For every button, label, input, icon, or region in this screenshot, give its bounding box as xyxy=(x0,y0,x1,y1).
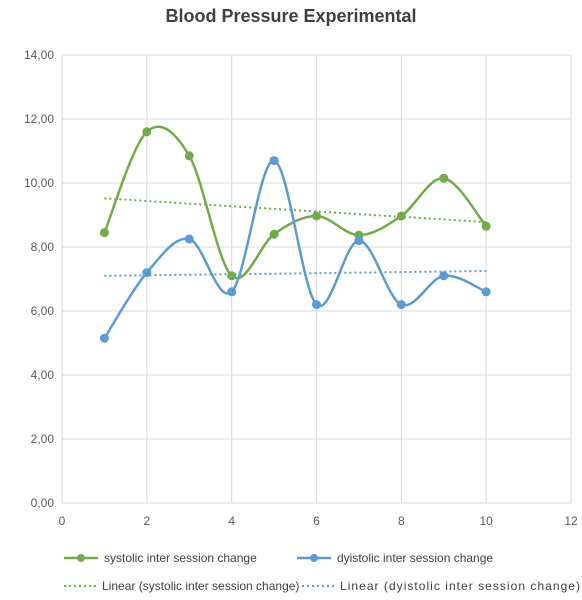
chart-title: Blood Pressure Experimental xyxy=(165,6,417,26)
data-point xyxy=(312,300,321,310)
legend-label: systolic inter session change xyxy=(104,551,257,565)
data-point xyxy=(269,156,279,166)
legend-item[interactable]: dyistolic inter session change xyxy=(297,551,493,565)
y-tick-label: 0,00 xyxy=(31,496,55,510)
y-tick-label: 4,00 xyxy=(31,368,55,382)
legend-label: dyistolic inter session change xyxy=(337,551,493,565)
axes: 0,00 2,00 4,00 6,00 8,00 10,00 12,00 14,00 0 2 4 6 8… xyxy=(24,48,578,528)
series-line xyxy=(103,159,487,339)
data-point xyxy=(184,151,194,161)
legend-item[interactable]: systolic inter session change xyxy=(64,551,257,565)
trendlines xyxy=(104,197,487,277)
data-point xyxy=(99,333,109,343)
y-tick-label: 12,00 xyxy=(24,112,54,126)
data-point xyxy=(227,287,237,297)
trendline xyxy=(104,197,487,224)
data-point xyxy=(354,236,364,246)
legend[interactable]: systolic inter session change dyistolic i… xyxy=(64,551,580,593)
data-point xyxy=(396,211,406,221)
legend-marker-icon xyxy=(310,554,318,562)
legend-item[interactable]: Linear (systolic inter session change) xyxy=(64,579,299,593)
y-tick-label: 8,00 xyxy=(31,240,55,254)
x-tick-label: 6 xyxy=(313,514,320,528)
data-point xyxy=(142,268,152,278)
data-point xyxy=(99,228,109,238)
data-point xyxy=(227,271,237,281)
data-point xyxy=(396,300,406,310)
x-tick-label: 4 xyxy=(228,514,235,528)
data-point xyxy=(184,234,194,244)
legend-item[interactable]: Linear (dyistolic inter session change) xyxy=(302,579,580,593)
trendline xyxy=(104,270,487,277)
x-tick-label: 12 xyxy=(564,514,578,528)
x-tick-label: 10 xyxy=(479,514,493,528)
data-point xyxy=(269,229,279,239)
grid xyxy=(61,54,572,504)
y-tick-label: 14,00 xyxy=(24,48,54,62)
y-tick-label: 2,00 xyxy=(31,432,55,446)
x-tick-label: 8 xyxy=(398,514,405,528)
x-tick-label: 0 xyxy=(59,514,66,528)
data-point xyxy=(439,173,449,183)
data-point xyxy=(481,287,491,297)
x-tick-label: 2 xyxy=(143,514,150,528)
data-point xyxy=(439,271,449,281)
legend-marker-icon xyxy=(77,554,85,562)
legend-label: Linear (dyistolic inter session change) xyxy=(340,579,580,593)
data-point xyxy=(312,211,321,221)
y-tick-label: 10,00 xyxy=(24,176,54,190)
data-point xyxy=(142,127,152,137)
data-point xyxy=(481,221,491,231)
series xyxy=(99,125,491,343)
y-tick-label: 6,00 xyxy=(31,304,55,318)
legend-label: Linear (systolic inter session change) xyxy=(102,579,299,593)
